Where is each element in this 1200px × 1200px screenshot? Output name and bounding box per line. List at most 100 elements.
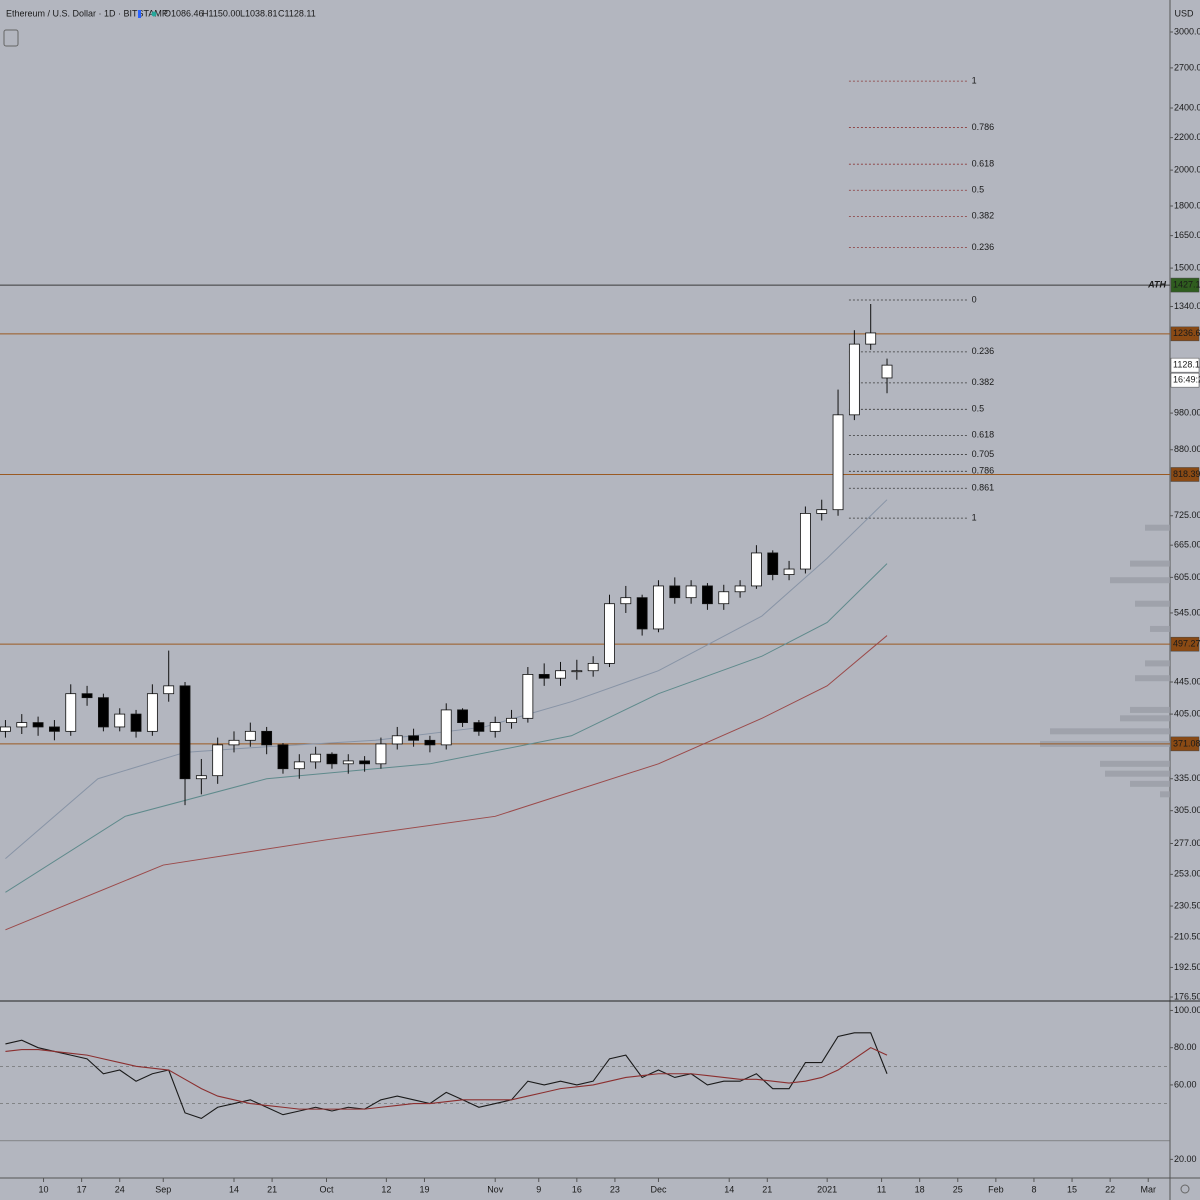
price-label: 818.39	[1173, 469, 1200, 479]
candle-body	[636, 597, 648, 630]
price-label-box	[1170, 277, 1200, 293]
collapse-button[interactable]	[3, 29, 19, 47]
x-tick-label: 11	[877, 1184, 886, 1194]
x-tick-label: 23	[610, 1184, 620, 1194]
volume-profile-bar	[1145, 660, 1170, 667]
candle-body	[277, 744, 289, 770]
candle-body	[130, 713, 142, 732]
y-tick-label: 2200.00	[1174, 132, 1200, 142]
candle-body	[293, 761, 305, 770]
y-tick-label: 3000.00	[1174, 26, 1200, 36]
x-tick-label: Feb	[988, 1184, 1004, 1194]
candle-body	[620, 597, 632, 605]
price-label-box	[1170, 736, 1200, 752]
y-tick-label: 2700.00	[1174, 62, 1200, 72]
candle-body	[97, 697, 109, 728]
y-tick-label: 305.00	[1174, 805, 1200, 815]
y-tick-label: 2000.00	[1174, 164, 1200, 174]
candle-body	[767, 552, 779, 575]
x-tick-label: 14	[724, 1184, 734, 1194]
candle-body	[538, 674, 550, 679]
x-tick-label: Oct	[320, 1184, 335, 1194]
y-tick-label: 20.00	[1174, 1154, 1197, 1164]
x-tick-label: 21	[762, 1184, 772, 1194]
volume-profile-bar	[1145, 524, 1170, 531]
fib-label: 0.382	[972, 211, 995, 221]
y-tick-label: 100.00	[1174, 1005, 1200, 1015]
x-tick-label: 8	[1031, 1184, 1036, 1194]
x-tick-label: 25	[953, 1184, 963, 1194]
fib-label: 0.236	[972, 346, 995, 356]
price-label-box	[1170, 467, 1200, 482]
ohlc-value: L1038.81	[240, 8, 278, 18]
volume-profile-bar	[1130, 706, 1170, 713]
candle-body	[734, 585, 746, 593]
candle-body	[489, 722, 501, 732]
candle-body	[179, 685, 191, 780]
candle-body	[653, 585, 664, 630]
candle-body	[457, 709, 468, 724]
countdown: 16:49:22	[1173, 375, 1200, 385]
flag	[138, 10, 141, 18]
y-tick-label: 1800.00	[1174, 200, 1200, 210]
x-tick-label: 14	[229, 1184, 239, 1194]
y-tick-label: 60.00	[1174, 1079, 1197, 1089]
fib-label: 0.861	[972, 483, 995, 493]
y-tick-label: 176.50	[1174, 991, 1200, 1001]
volume-profile-bar	[1120, 715, 1170, 722]
y-tick-label: 980.00	[1174, 407, 1200, 417]
price-label: 371.08	[1173, 738, 1200, 748]
fib-label: 0.382	[972, 377, 995, 387]
y-tick-label: 445.00	[1174, 676, 1200, 686]
volume-profile-bar	[1105, 770, 1170, 777]
price-label-box	[1170, 636, 1200, 652]
ohlc-value: C1128.11	[278, 8, 316, 18]
settings-button[interactable]	[1180, 1184, 1190, 1194]
candle-body	[49, 726, 60, 732]
candle-body	[669, 585, 681, 599]
x-tick-label: Nov	[487, 1184, 504, 1194]
y-tick-label: 253.00	[1174, 869, 1200, 879]
candle-body	[16, 722, 28, 728]
x-tick-label: Dec	[650, 1184, 667, 1194]
chart-title: Ethereum / U.S. Dollar · 1D · BITSTAMP	[6, 8, 168, 18]
candle-body	[799, 513, 811, 570]
candle-body	[816, 509, 828, 514]
x-tick-label: 2021	[817, 1184, 837, 1194]
fib-label: 0.618	[972, 430, 995, 440]
fib-label: 0.5	[972, 404, 985, 414]
price-label: 1128.11	[1173, 360, 1200, 370]
candle-body	[685, 585, 697, 599]
rsi-line	[5, 1047, 888, 1110]
y-tick-label: 210.50	[1174, 931, 1200, 941]
fib-label: 0.705	[972, 449, 995, 459]
candle-body	[32, 722, 44, 728]
x-tick-label: 18	[915, 1184, 925, 1194]
candle-body	[702, 585, 713, 605]
price-label-box	[1170, 326, 1200, 342]
candle-body	[391, 735, 403, 745]
y-tick-label: 230.50	[1174, 900, 1200, 910]
candle-body	[587, 662, 599, 672]
fib-label: 0	[972, 294, 977, 304]
x-tick-label: 21	[267, 1184, 277, 1194]
fib-label: 1	[972, 512, 977, 522]
x-tick-label: Mar	[1140, 1184, 1156, 1194]
candle-body	[440, 709, 452, 746]
candle-body	[555, 670, 566, 679]
candle-body	[244, 730, 256, 741]
candle-body	[212, 744, 224, 777]
y-tick-label: 405.00	[1174, 708, 1200, 718]
x-tick-label: Sep	[155, 1184, 171, 1194]
x-tick-label: 17	[77, 1184, 87, 1194]
x-tick-label: 15	[1067, 1184, 1077, 1194]
candle-body	[848, 343, 860, 416]
candle-body	[881, 364, 893, 379]
candle-body	[65, 693, 77, 732]
countdown-box	[1170, 372, 1200, 388]
y-tick-label: 605.00	[1174, 572, 1200, 582]
moving-average	[5, 563, 888, 893]
candle-body	[571, 670, 583, 673]
volume-profile-bar	[1100, 760, 1170, 767]
